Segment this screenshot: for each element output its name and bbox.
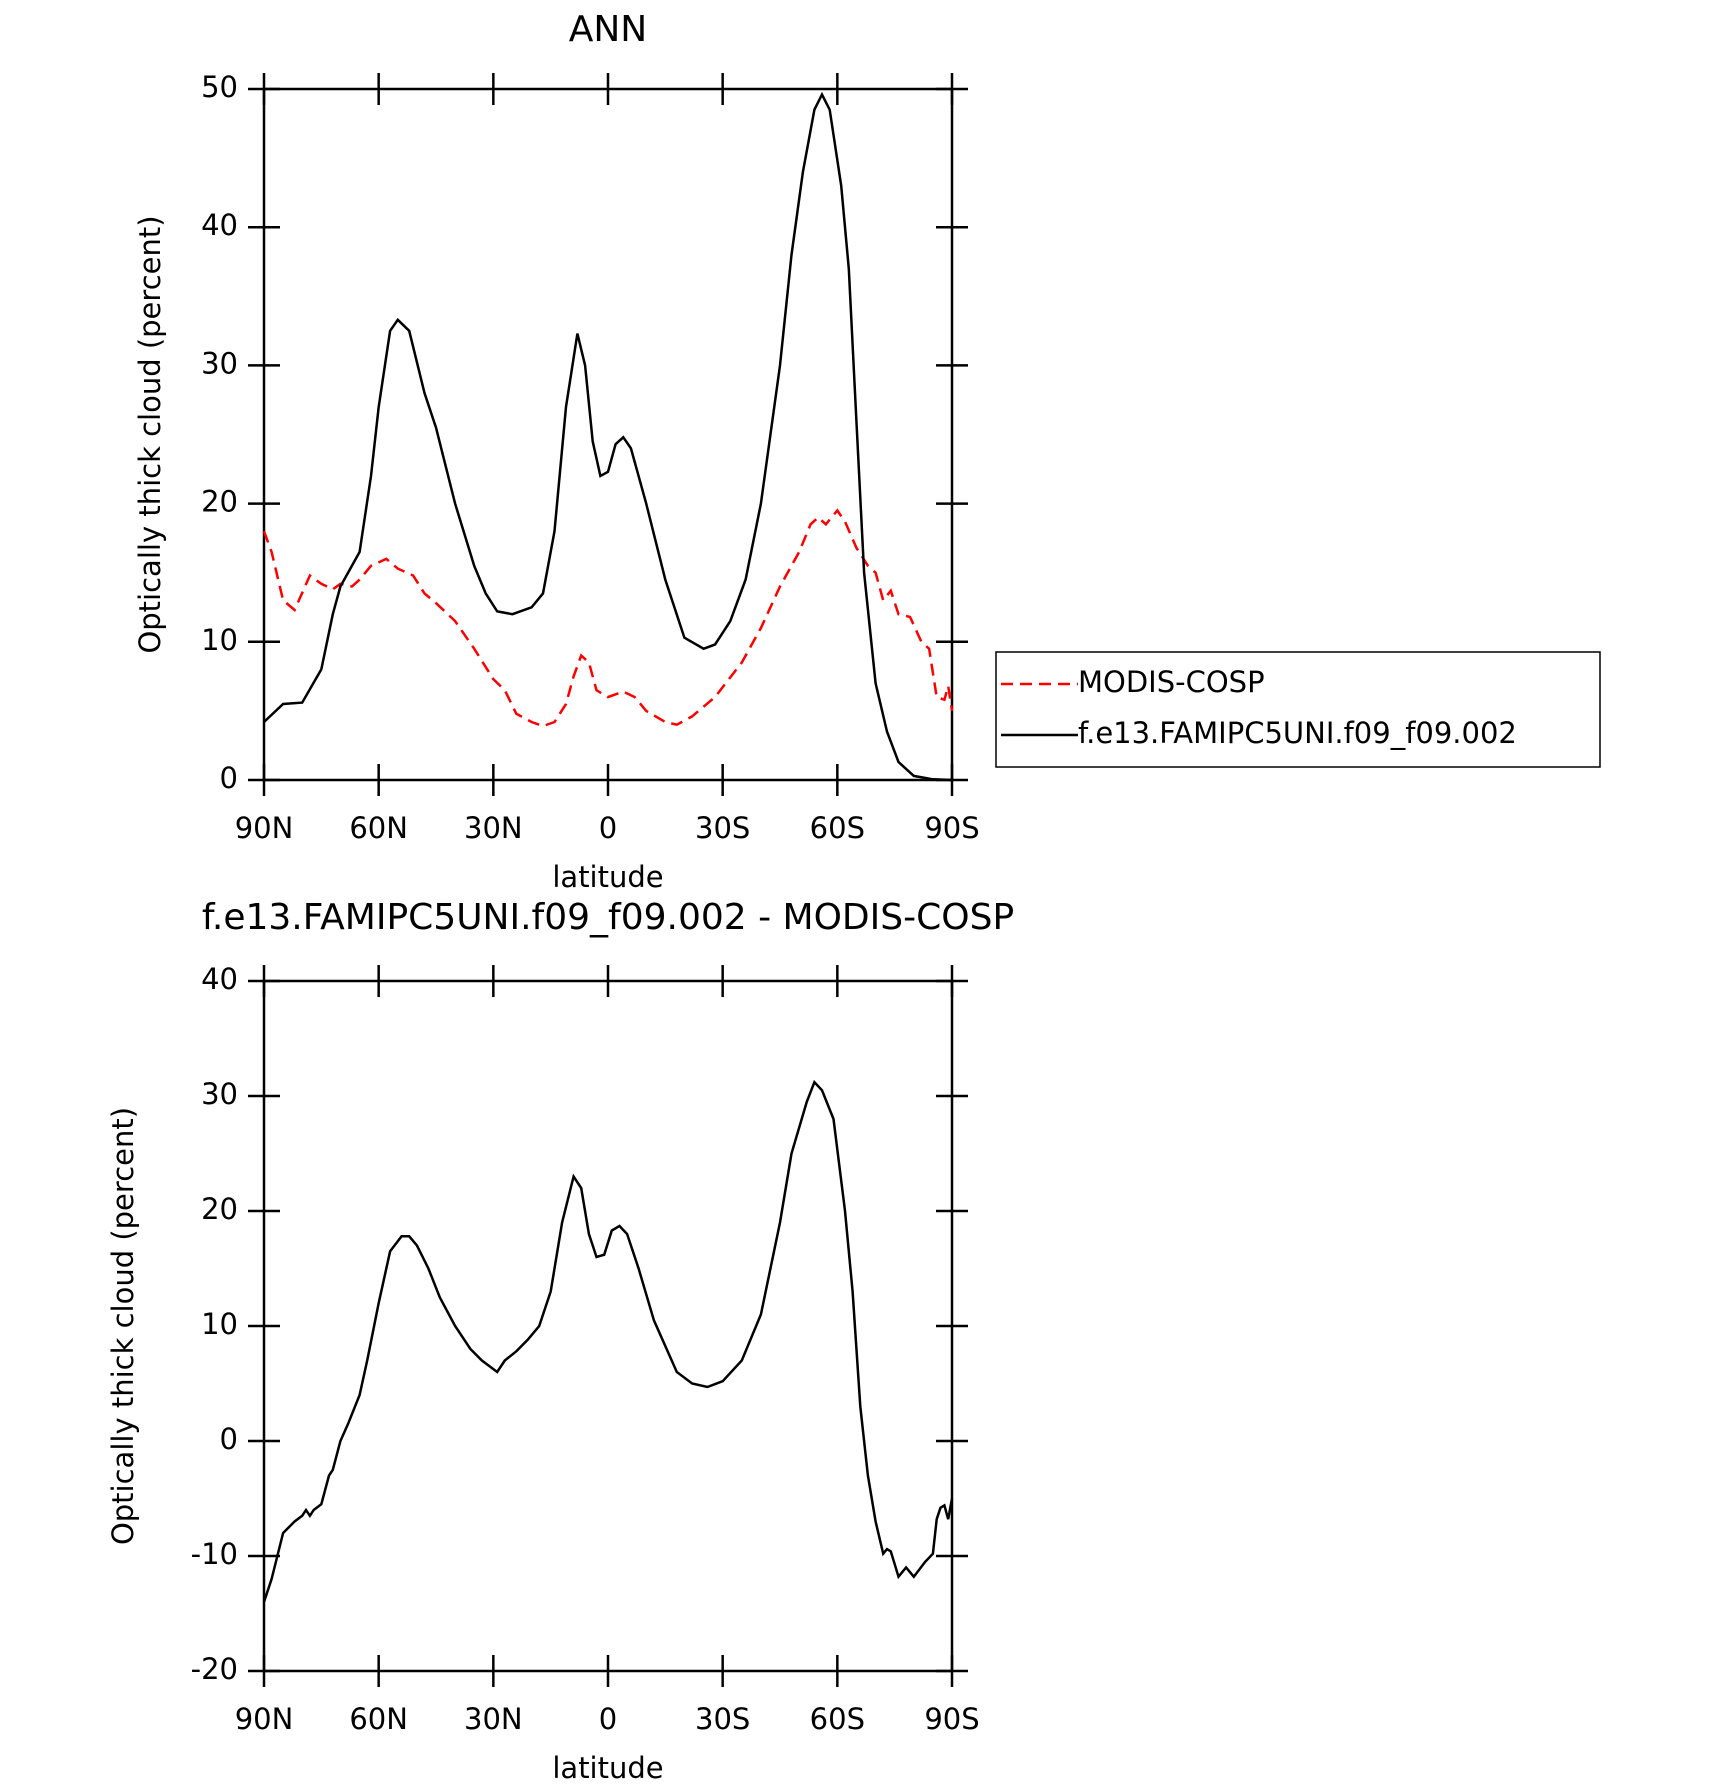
x-tick-label: 60N <box>349 811 408 845</box>
y-tick-label: 40 <box>201 962 238 996</box>
legend-label: MODIS-COSP <box>1078 665 1265 699</box>
plot-frame <box>262 979 954 1673</box>
plot-frame <box>262 87 954 782</box>
x-tick-label: 60N <box>349 1702 408 1736</box>
x-tick-label: 30N <box>464 1702 523 1736</box>
y-tick-label: -10 <box>191 1537 238 1571</box>
y-tick-label: 20 <box>201 1192 238 1226</box>
x-tick-label: 60S <box>810 811 865 845</box>
legend-box <box>995 651 1601 768</box>
data-line <box>262 1079 954 1603</box>
y-tick-label: 0 <box>220 761 238 795</box>
y-axis-label: Optically thick cloud (percent) <box>106 1107 140 1545</box>
y-tick-label: 0 <box>220 1422 238 1456</box>
y-tick-label: -20 <box>191 1652 238 1686</box>
y-tick-label: 30 <box>201 1077 238 1111</box>
x-tick-label: 90S <box>924 1702 979 1736</box>
y-tick-label: 10 <box>201 1307 238 1341</box>
y-tick-label: 20 <box>201 485 238 519</box>
x-axis-label: latitude <box>552 860 663 894</box>
x-tick-label: 30N <box>464 811 523 845</box>
x-tick-label: 0 <box>599 811 617 845</box>
y-axis-label: Optically thick cloud (percent) <box>133 215 167 653</box>
x-tick-label: 30S <box>695 811 750 845</box>
chart-title: ANN <box>569 9 648 50</box>
x-tick-label: 90N <box>235 811 294 845</box>
legend-label: f.e13.FAMIPC5UNI.f09_f09.002 <box>1078 716 1517 750</box>
x-axis-label: latitude <box>552 1751 663 1785</box>
x-tick-label: 60S <box>810 1702 865 1736</box>
x-tick-label: 90S <box>924 811 979 845</box>
y-tick-label: 40 <box>201 208 238 242</box>
x-tick-label: 30S <box>695 1702 750 1736</box>
data-line <box>262 508 954 728</box>
x-tick-label: 0 <box>599 1702 617 1736</box>
y-tick-label: 50 <box>201 70 238 104</box>
chart-title: f.e13.FAMIPC5UNI.f09_f09.002 - MODIS-COS… <box>202 897 1014 938</box>
data-line <box>263 91 953 782</box>
x-tick-label: 90N <box>235 1702 294 1736</box>
y-tick-label: 30 <box>201 346 238 380</box>
y-tick-label: 10 <box>201 623 238 657</box>
